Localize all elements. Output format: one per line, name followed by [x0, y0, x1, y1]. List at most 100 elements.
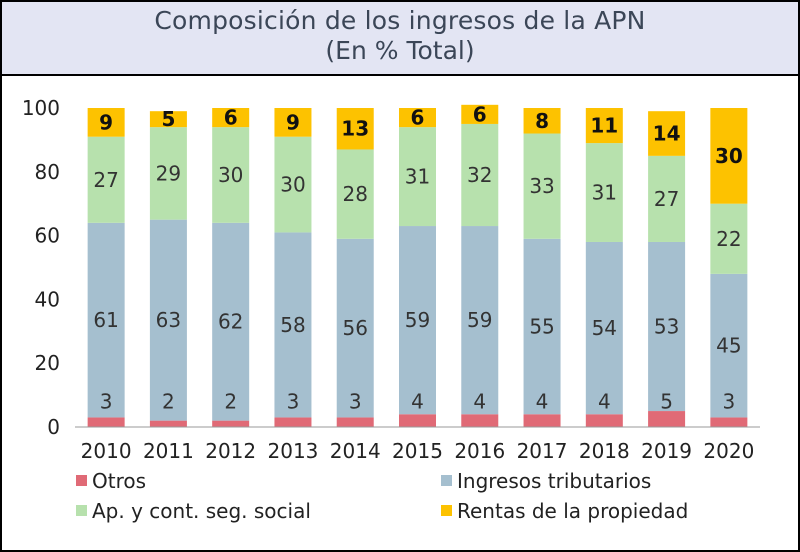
bar-segment: [274, 136, 312, 233]
data-label: 29: [156, 161, 181, 185]
bar-segment: [212, 222, 250, 421]
bar-segment: [399, 226, 436, 415]
bar-segment: [648, 411, 686, 427]
data-label: 22: [716, 227, 741, 251]
bar-segment: [523, 414, 561, 427]
data-label: 14: [653, 122, 681, 146]
y-tick-label: 100: [22, 96, 60, 120]
data-label: 11: [590, 114, 618, 138]
bar-segment: [149, 111, 187, 128]
x-tick-label: 2014: [330, 439, 381, 463]
data-label: 13: [341, 117, 369, 141]
bar-segment: [399, 108, 436, 128]
y-tick-label: 80: [35, 160, 60, 184]
bar-segment: [274, 108, 312, 137]
legend-label: Otros: [92, 469, 146, 493]
data-label: 5: [660, 389, 673, 413]
bar-segment: [212, 108, 250, 128]
data-label: 45: [716, 334, 741, 358]
x-tick-label: 2017: [517, 439, 568, 463]
data-label: 33: [529, 174, 554, 198]
data-label: 3: [349, 389, 362, 413]
bar-segment: [336, 108, 374, 150]
bar-segment: [87, 417, 125, 427]
data-label: 4: [411, 389, 424, 413]
legend-swatch: [441, 505, 452, 516]
bar-segment: [585, 241, 623, 415]
bar-segment: [212, 420, 250, 427]
bar-segment: [87, 108, 125, 137]
data-label: 59: [405, 308, 430, 332]
x-tick-label: 2018: [579, 439, 630, 463]
bar-segment: [710, 203, 748, 274]
data-label: 4: [536, 389, 549, 413]
legend-swatch: [76, 475, 87, 486]
data-label: 31: [405, 165, 430, 189]
data-label: 4: [598, 389, 611, 413]
bar-segment: [585, 108, 623, 144]
data-label: 27: [654, 187, 679, 211]
data-label: 56: [343, 316, 368, 340]
data-label: 30: [280, 173, 305, 197]
x-tick-label: 2012: [205, 439, 256, 463]
data-label: 32: [467, 163, 492, 187]
x-tick-label: 2019: [641, 439, 692, 463]
bar-segment: [648, 111, 686, 156]
legend-label: Rentas de la propiedad: [457, 499, 688, 523]
data-label: 6: [411, 106, 425, 130]
bar-segment: [274, 417, 312, 427]
x-tick-label: 2010: [81, 439, 132, 463]
data-label: 58: [280, 313, 305, 337]
data-label: 8: [535, 109, 549, 133]
data-label: 6: [473, 102, 487, 126]
data-label: 3: [722, 389, 735, 413]
data-label: 55: [529, 315, 554, 339]
chart-title: Composición de los ingresos de la APN: [154, 6, 646, 35]
data-label: 9: [99, 110, 113, 134]
y-tick-label: 40: [35, 287, 60, 311]
x-tick-label: 2015: [392, 439, 443, 463]
bar-segment: [399, 414, 436, 427]
bar-segment: [648, 241, 686, 412]
bar-segment: [461, 123, 499, 227]
bar-segment: [149, 420, 187, 427]
x-tick-label: 2016: [454, 439, 505, 463]
chart-header: Composición de los ingresos de la APN (E…: [2, 2, 798, 76]
bar-segment: [523, 238, 561, 415]
data-label: 28: [343, 182, 368, 206]
bar-segment: [710, 273, 748, 418]
bar-segment: [461, 414, 499, 427]
bar-segment: [523, 133, 561, 239]
data-label: 31: [592, 181, 617, 205]
x-tick-label: 2011: [143, 439, 194, 463]
data-label: 30: [218, 163, 243, 187]
bar-segment: [87, 136, 125, 223]
legend-swatch: [76, 505, 87, 516]
data-label: 2: [162, 389, 175, 413]
chart-subtitle: (En % Total): [325, 36, 475, 65]
data-label: 54: [592, 316, 617, 340]
data-label: 62: [218, 310, 243, 334]
bar-segment: [710, 108, 748, 204]
legend-swatch: [441, 475, 452, 486]
bar-segment: [710, 417, 748, 427]
y-tick-label: 60: [35, 224, 60, 248]
data-label: 61: [93, 308, 118, 332]
bar-segment: [149, 127, 187, 220]
data-label: 30: [715, 144, 743, 168]
bar-segment: [149, 219, 187, 421]
data-label: 53: [654, 315, 679, 339]
data-label: 3: [100, 389, 113, 413]
data-label: 3: [287, 389, 300, 413]
bar-segment: [336, 417, 374, 427]
bar-segment: [212, 127, 250, 223]
y-tick-label: 20: [35, 351, 60, 375]
data-label: 9: [286, 110, 300, 134]
bar-segment: [399, 127, 436, 227]
data-label: 2: [224, 389, 237, 413]
bar-segment: [336, 149, 374, 239]
x-tick-label: 2013: [268, 439, 319, 463]
bar-segment: [648, 155, 686, 242]
bar-segment: [274, 232, 312, 418]
